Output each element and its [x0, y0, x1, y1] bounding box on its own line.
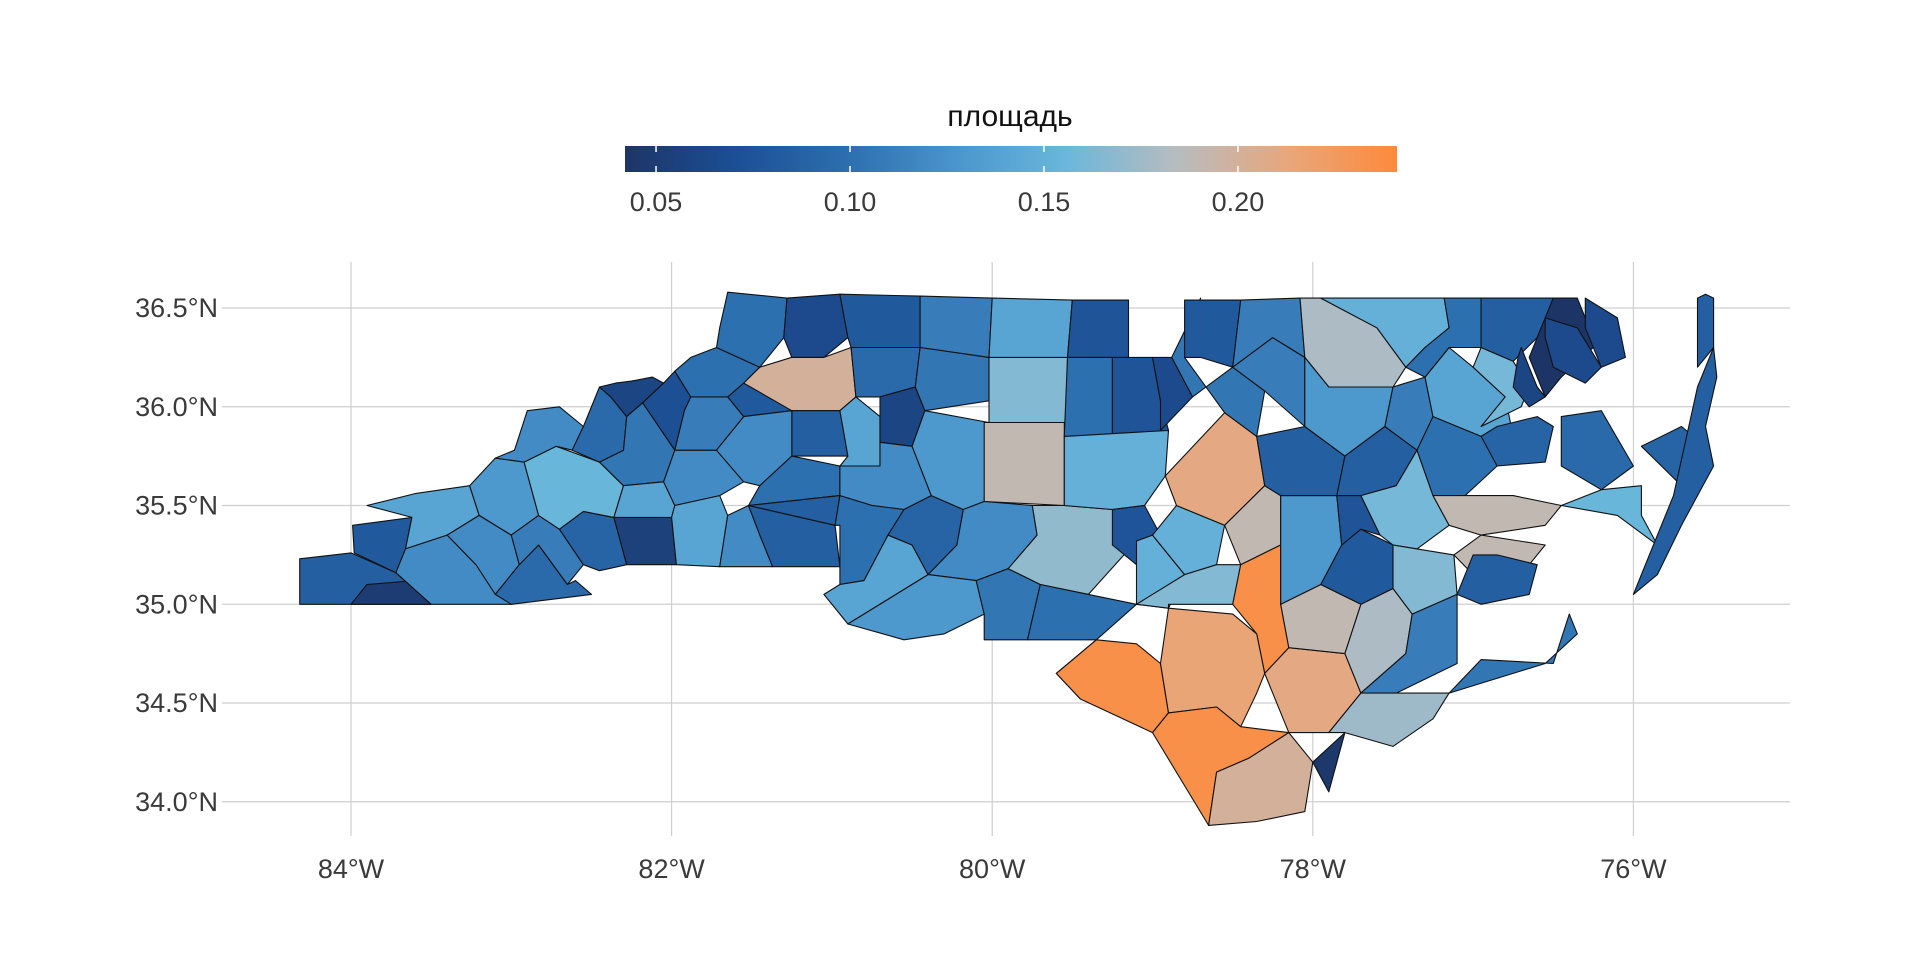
county-polygon [839, 293, 921, 349]
county-polygon [791, 410, 849, 457]
legend-tick-labels: 0.05 0.10 0.15 0.20 [630, 187, 1264, 217]
y-tick-label: 36.0°N [135, 392, 218, 422]
legend-tick-label: 0.10 [824, 187, 877, 217]
county-polygon [1066, 299, 1130, 358]
county-polygon [1184, 299, 1242, 368]
county-polygon [919, 295, 993, 358]
county-polygon [914, 346, 990, 412]
county-polygon [1560, 485, 1658, 546]
county-polygon [1512, 346, 1546, 408]
county-polygon [1063, 356, 1113, 437]
county-polygon [1560, 410, 1634, 491]
county-polygon [1456, 554, 1538, 605]
county-polygon [1063, 429, 1170, 511]
county-polygon [783, 293, 849, 358]
county-polygon [1448, 613, 1578, 694]
county-polygon [1632, 346, 1718, 595]
legend-title: площадь [947, 100, 1072, 133]
x-tick-label: 78°W [1280, 854, 1347, 884]
county-polygon [1232, 297, 1306, 368]
x-tick-label: 84°W [318, 854, 385, 884]
x-tick-label: 76°W [1600, 854, 1667, 884]
y-tick-label: 35.0°N [135, 589, 218, 619]
y-tick-label: 34.5°N [135, 688, 218, 718]
y-axis-labels: 36.5°N 36.0°N 35.5°N 35.0°N 34.5°N 34.0°… [135, 293, 218, 817]
county-polygon [1312, 732, 1346, 793]
county-polygon [1696, 293, 1715, 368]
legend-tick-label: 0.05 [630, 187, 683, 217]
county-layer [299, 291, 1718, 826]
county-polygon [988, 297, 1073, 358]
x-tick-label: 80°W [959, 854, 1026, 884]
legend-tick-label: 0.15 [1018, 187, 1071, 217]
x-axis-labels: 84°W 82°W 80°W 78°W 76°W [318, 854, 1667, 884]
county-polygon [1480, 416, 1554, 467]
county-polygon [1584, 297, 1626, 368]
county-polygon [988, 356, 1069, 424]
legend-colorbar [625, 146, 1397, 172]
county-polygon [1208, 732, 1314, 826]
county-polygon [1055, 639, 1170, 734]
y-tick-label: 36.5°N [135, 293, 218, 323]
y-tick-label: 34.0°N [135, 787, 218, 817]
county-polygon [1480, 297, 1554, 362]
county-polygon [1432, 495, 1562, 536]
y-tick-label: 35.5°N [135, 491, 218, 521]
x-tick-label: 82°W [638, 854, 705, 884]
county-polygon [1328, 692, 1450, 747]
county-polygon [1026, 583, 1138, 641]
legend-ticks [655, 146, 1239, 172]
county-polygon [983, 421, 1065, 507]
legend-tick-label: 0.20 [1212, 187, 1265, 217]
legend: площадь 0.05 0.10 0.15 0.20 [625, 100, 1397, 217]
county-polygon [1151, 356, 1194, 431]
county-polygon [671, 495, 729, 568]
county-polygon [1544, 317, 1602, 384]
county-polygon [1151, 504, 1226, 576]
